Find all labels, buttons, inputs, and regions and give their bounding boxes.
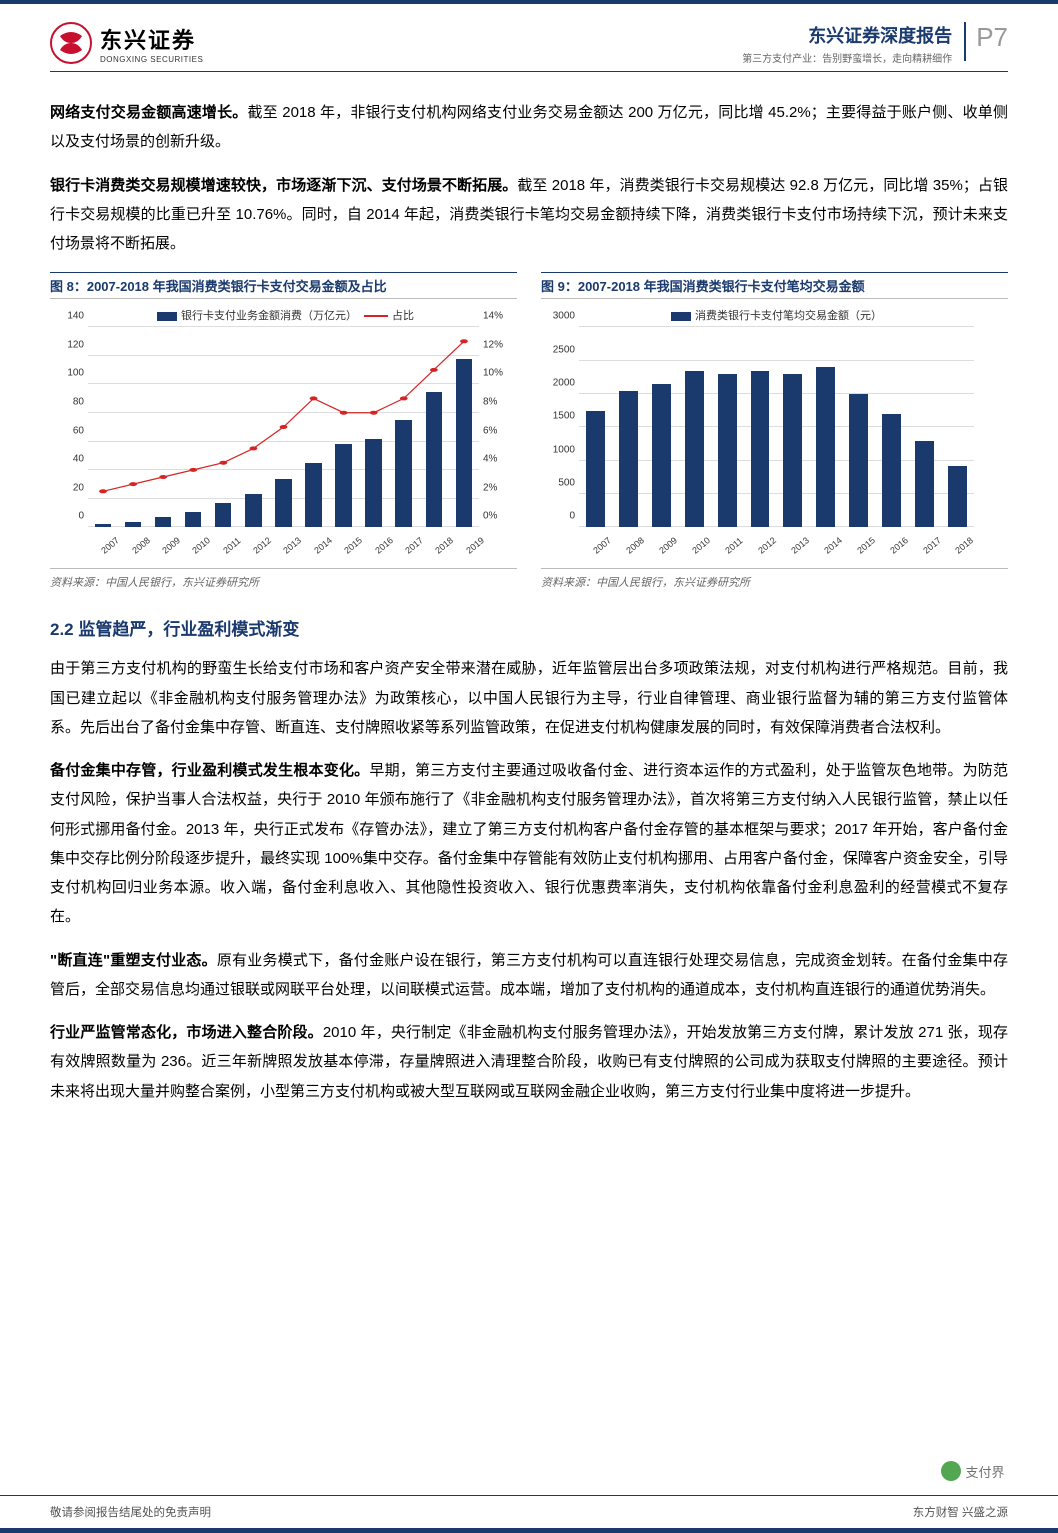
watermark-text: 支付界 bbox=[965, 1462, 1004, 1481]
chart-8: 图 8：2007-2018 年我国消费类银行卡支付交易金额及占比 银行卡支付业务… bbox=[50, 272, 517, 595]
logo: 东兴证券 DONGXING SECURITIES bbox=[50, 22, 203, 64]
paragraph-4: 备付金集中存管，行业盈利模式发生根本变化。早期，第三方支付主要通过吸收备付金、进… bbox=[50, 756, 1008, 932]
chart-9-source: 资料来源：中国人民银行，东兴证券研究所 bbox=[541, 569, 1008, 595]
chart-9: 图 9：2007-2018 年我国消费类银行卡支付笔均交易金额 消费类银行卡支付… bbox=[541, 272, 1008, 595]
paragraph-2: 银行卡消费类交易规模增速较快，市场逐渐下沉、支付场景不断拓展。截至 2018 年… bbox=[50, 171, 1008, 259]
logo-text-en: DONGXING SECURITIES bbox=[100, 55, 203, 64]
footer-bar bbox=[0, 1528, 1058, 1533]
page-number: P7 bbox=[964, 22, 1008, 61]
chart-8-area: 银行卡支付业务金额消费（万亿元） 占比 020406080100120140 0… bbox=[50, 299, 517, 569]
logo-text-cn: 东兴证券 bbox=[100, 23, 203, 55]
paragraph-5: "断直连"重塑支付业态。原有业务模式下，备付金账户设在银行，第三方支付机构可以直… bbox=[50, 946, 1008, 1005]
footer: 敬请参阅报告结尾处的免责声明 东方财智 兴盛之源 bbox=[0, 1495, 1058, 1533]
chart-9-title: 图 9：2007-2018 年我国消费类银行卡支付笔均交易金额 bbox=[541, 276, 1008, 295]
chart-8-legend: 银行卡支付业务金额消费（万亿元） 占比 bbox=[50, 307, 517, 323]
header: 东兴证券 DONGXING SECURITIES 东兴证券深度报告 第三方支付产… bbox=[0, 4, 1058, 71]
header-right: 东兴证券深度报告 第三方支付产业：告别野蛮增长，走向精耕细作 P7 bbox=[742, 22, 1008, 65]
paragraph-3: 由于第三方支付机构的野蛮生长给支付市场和客户资产安全带来潜在威胁，近年监管层出台… bbox=[50, 654, 1008, 742]
section-heading: 2.2 监管趋严，行业盈利模式渐变 bbox=[50, 615, 1008, 640]
chart-8-plot: 020406080100120140 0%2%4%6%8%10%12%14% bbox=[88, 327, 479, 527]
chart-9-plot: 050010001500200025003000 bbox=[579, 327, 974, 527]
page: 东兴证券 DONGXING SECURITIES 东兴证券深度报告 第三方支付产… bbox=[0, 0, 1058, 1533]
footer-right: 东方财智 兴盛之源 bbox=[913, 1504, 1008, 1520]
chart-9-legend: 消费类银行卡支付笔均交易金额（元） bbox=[541, 307, 1008, 323]
watermark: 支付界 bbox=[928, 1451, 1018, 1491]
charts-row: 图 8：2007-2018 年我国消费类银行卡支付交易金额及占比 银行卡支付业务… bbox=[50, 272, 1008, 595]
chart-8-source: 资料来源：中国人民银行，东兴证券研究所 bbox=[50, 569, 517, 595]
footer-left: 敬请参阅报告结尾处的免责声明 bbox=[50, 1504, 211, 1520]
paragraph-1: 网络支付交易金额高速增长。截至 2018 年，非银行支付机构网络支付业务交易金额… bbox=[50, 98, 1008, 157]
logo-icon bbox=[50, 22, 92, 64]
paragraph-6: 行业严监管常态化，市场进入整合阶段。2010 年，央行制定《非金融机构支付服务管… bbox=[50, 1018, 1008, 1106]
chart-8-title: 图 8：2007-2018 年我国消费类银行卡支付交易金额及占比 bbox=[50, 276, 517, 295]
content: 网络支付交易金额高速增长。截至 2018 年，非银行支付机构网络支付业务交易金额… bbox=[0, 72, 1058, 1106]
report-title: 东兴证券深度报告 bbox=[742, 22, 952, 48]
chart-9-xaxis: 2007200820092010201120122013201420152016… bbox=[579, 531, 974, 541]
watermark-icon bbox=[941, 1461, 961, 1481]
chart-9-area: 消费类银行卡支付笔均交易金额（元） 0500100015002000250030… bbox=[541, 299, 1008, 569]
report-subtitle: 第三方支付产业：告别野蛮增长，走向精耕细作 bbox=[742, 50, 952, 65]
chart-8-xaxis: 2007200820092010201120122013201420152016… bbox=[88, 531, 483, 541]
